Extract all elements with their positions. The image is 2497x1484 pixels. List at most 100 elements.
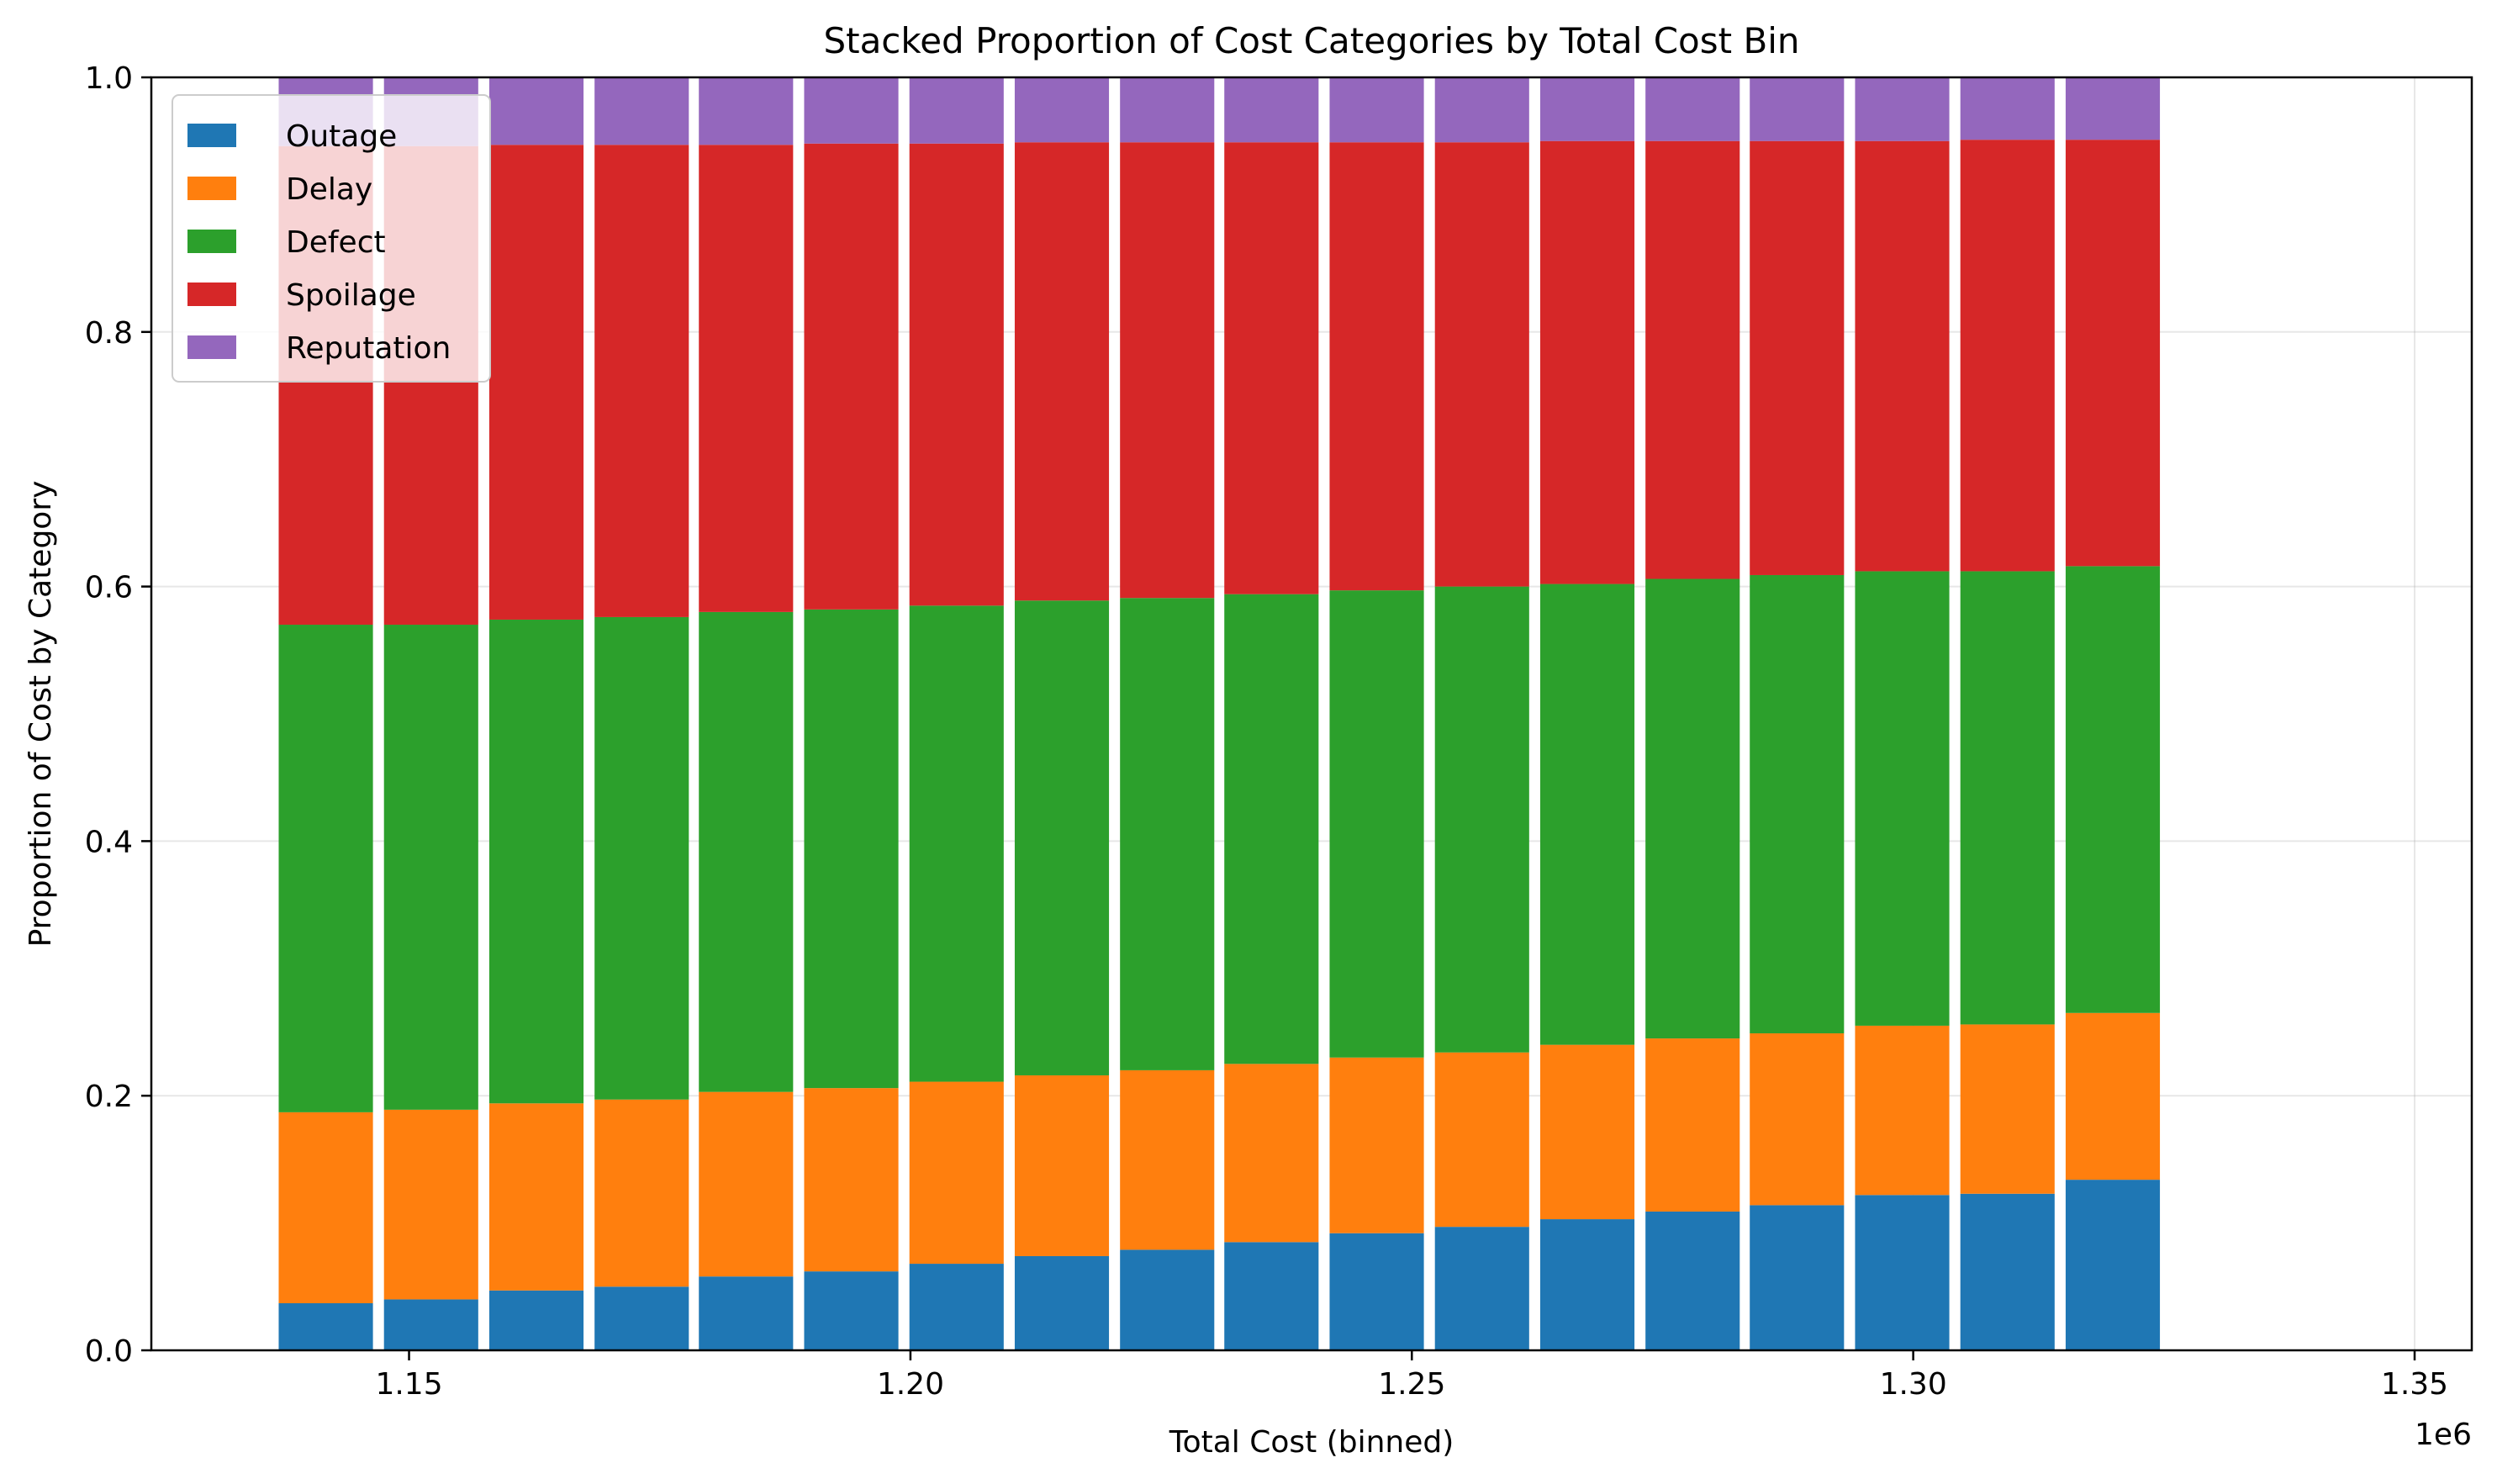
y-tick-label: 0.8 <box>85 316 133 351</box>
bar-reputation <box>1014 77 1110 143</box>
legend-box <box>172 94 491 383</box>
legend-label-spoilage: Spoilage <box>286 278 416 313</box>
bar-spoilage <box>909 143 1004 606</box>
bar-defect <box>2065 566 2161 1013</box>
bar-outage <box>1434 1227 1529 1350</box>
x-axis-offset-label: 1e6 <box>2415 1418 2472 1452</box>
legend-label-reputation: Reputation <box>286 331 451 366</box>
y-tick-label: 1.0 <box>85 61 133 96</box>
bar-defect <box>278 625 373 1112</box>
bar-reputation <box>1120 77 1215 143</box>
y-axis-label: Proportion of Cost by Category <box>24 481 58 948</box>
x-tick-label: 1.35 <box>2381 1367 2448 1402</box>
bar-delay <box>1539 1044 1635 1220</box>
bar-delay <box>1645 1038 1740 1212</box>
legend-swatch-outage <box>187 124 236 147</box>
bar-delay <box>278 1112 373 1303</box>
bar-outage <box>1539 1219 1635 1350</box>
bar-outage <box>699 1276 794 1350</box>
bar-spoilage <box>1329 142 1424 591</box>
bar-spoilage <box>1014 142 1110 601</box>
bar-defect <box>804 609 899 1089</box>
bar-outage <box>1750 1205 1845 1350</box>
bar-delay <box>1329 1057 1424 1233</box>
bar-reputation <box>1645 77 1740 141</box>
bar-delay <box>804 1088 899 1272</box>
bar-outage <box>1120 1249 1215 1350</box>
bar-outage <box>1645 1211 1740 1350</box>
chart-title: Stacked Proportion of Cost Categories by… <box>823 20 1799 61</box>
bar-outage <box>1855 1195 1950 1350</box>
x-tick-label: 1.15 <box>375 1367 442 1402</box>
bar-delay <box>1434 1052 1529 1228</box>
legend-label-outage: Outage <box>286 119 397 154</box>
bar-spoilage <box>1750 140 1845 575</box>
bar-defect <box>1224 594 1319 1064</box>
bar-reputation <box>1960 77 2055 140</box>
bar-outage <box>804 1271 899 1350</box>
bar-outage <box>2065 1180 2161 1350</box>
y-tick-label: 0.6 <box>85 571 133 605</box>
bar-delay <box>1014 1075 1110 1256</box>
bar-spoilage <box>1960 140 2055 572</box>
bar-defect <box>383 625 478 1110</box>
bar-defect <box>909 605 1004 1082</box>
bar-outage <box>488 1290 584 1350</box>
bar-outage <box>278 1302 373 1350</box>
bar-outage <box>1014 1255 1110 1350</box>
bar-spoilage <box>699 145 794 612</box>
bar-outage <box>1960 1193 2055 1350</box>
x-tick-label: 1.25 <box>1378 1367 1445 1402</box>
bar-reputation <box>1750 77 1845 141</box>
y-tick-label: 0.4 <box>85 825 133 859</box>
bar-reputation <box>804 77 899 144</box>
bar-delay <box>383 1109 478 1300</box>
bar-reputation <box>1855 77 1950 141</box>
plot-frame <box>150 76 2473 1352</box>
bar-reputation <box>909 77 1004 144</box>
bar-outage <box>1224 1242 1319 1350</box>
legend-swatch-reputation <box>187 335 236 359</box>
bar-reputation <box>594 77 689 145</box>
bar-defect <box>1750 574 1845 1034</box>
bar-reputation <box>1434 77 1529 143</box>
bar-spoilage <box>1645 140 1740 579</box>
bar-spoilage <box>488 145 584 620</box>
bar-reputation <box>699 77 794 145</box>
bar-spoilage <box>1434 142 1529 587</box>
y-tick-label: 0.0 <box>85 1334 133 1369</box>
bar-defect <box>1855 571 1950 1026</box>
bar-delay <box>488 1103 584 1291</box>
bar-spoilage <box>1539 140 1635 584</box>
bar-outage <box>909 1264 1004 1350</box>
legend-swatch-spoilage <box>187 283 236 306</box>
bar-spoilage <box>1224 142 1319 594</box>
legend: Outage Delay Defect Spoilage Reputation <box>172 94 491 383</box>
bar-delay <box>1120 1069 1215 1250</box>
bar-spoilage <box>2065 140 2161 567</box>
legend-swatch-defect <box>187 230 236 253</box>
bar-defect <box>1014 600 1110 1075</box>
bar-reputation <box>1224 77 1319 143</box>
legend-label-defect: Defect <box>286 225 386 260</box>
bar-delay <box>594 1099 689 1287</box>
x-tick-label: 1.30 <box>1880 1367 1947 1402</box>
x-tick-label: 1.20 <box>877 1367 944 1402</box>
bar-defect <box>1329 590 1424 1058</box>
bar-delay <box>909 1081 1004 1265</box>
bar-defect <box>1120 598 1215 1070</box>
bar-delay <box>1750 1033 1845 1206</box>
legend-label-delay: Delay <box>286 172 372 207</box>
bar-delay <box>699 1091 794 1277</box>
bar-reputation <box>1539 77 1635 141</box>
bar-defect <box>488 619 584 1104</box>
bar-spoilage <box>594 145 689 617</box>
bar-defect <box>1960 571 2055 1025</box>
bar-defect <box>1539 584 1635 1045</box>
x-axis-ticks: 1.15 1.20 1.25 1.30 1.35 <box>375 1350 2448 1402</box>
bar-spoilage <box>1120 142 1215 599</box>
bar-reputation <box>2065 77 2161 140</box>
bar-delay <box>2065 1012 2161 1180</box>
bar-defect <box>1434 586 1529 1053</box>
